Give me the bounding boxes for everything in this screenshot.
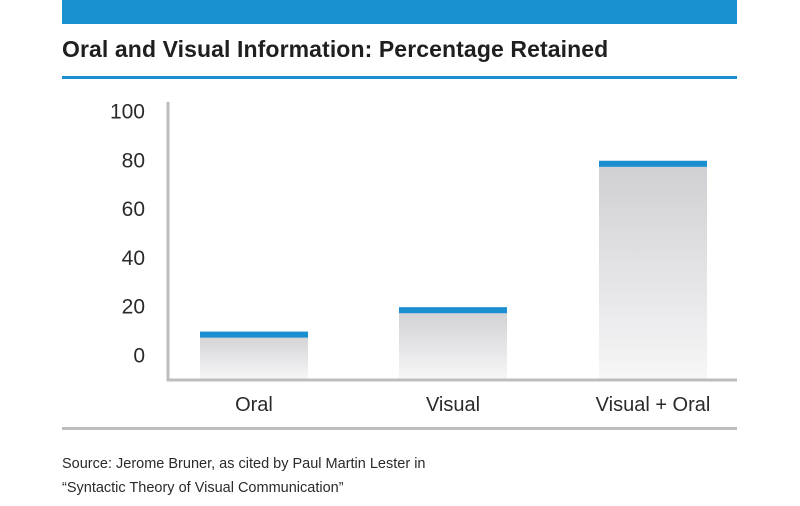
chart-title: Oral and Visual Information: Percentage …: [62, 36, 609, 62]
top-accent-band: [62, 0, 737, 24]
bar-cap: [599, 160, 707, 167]
source-line-2: “Syntactic Theory of Visual Communicatio…: [62, 480, 344, 496]
bar-cap: [200, 331, 308, 338]
bar: [599, 160, 707, 379]
bar: [200, 331, 308, 379]
bottom-rule: [62, 427, 737, 430]
y-axis-line: [166, 102, 170, 382]
y-tick-label: 80: [122, 149, 145, 172]
title-rule: [62, 76, 737, 79]
bar-cap: [399, 307, 507, 314]
category-label: Visual + Oral: [596, 394, 711, 416]
x-axis-line: [166, 378, 737, 382]
y-tick-label: 40: [122, 247, 145, 270]
source-note: Source: Jerome Bruner, as cited by Paul …: [62, 452, 425, 500]
bar: [399, 307, 507, 379]
y-tick-label: 0: [133, 345, 145, 368]
source-line-1: Source: Jerome Bruner, as cited by Paul …: [62, 456, 426, 472]
y-tick-label: 60: [122, 198, 145, 221]
y-tick-label: 20: [122, 296, 145, 319]
category-label: Visual: [426, 394, 480, 416]
y-tick-label: 100: [110, 101, 145, 124]
category-label: Oral: [235, 394, 273, 416]
